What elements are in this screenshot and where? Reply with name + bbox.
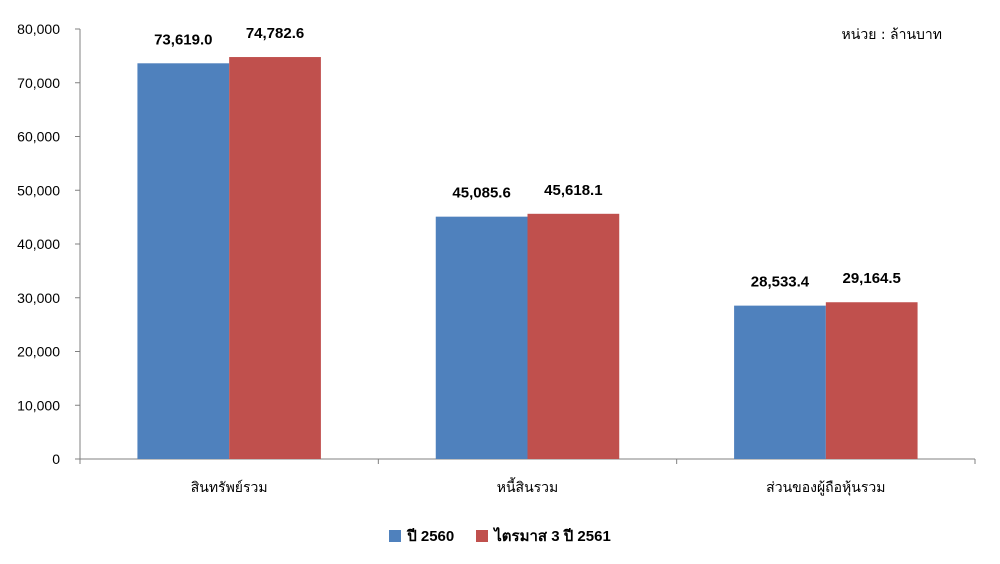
- x-category-label: สินทรัพย์รวม: [191, 479, 268, 496]
- bar-series-2: [229, 57, 321, 460]
- y-tick-label: 20,000: [17, 344, 60, 360]
- data-label-series-2: 29,164.5: [843, 270, 901, 287]
- legend: ปี 2560 ไตรมาส 3 ปี 2561: [0, 524, 1000, 548]
- x-category-label: ส่วนของผู้ถือหุ้นรวม: [766, 480, 885, 496]
- bar-series-1: [734, 305, 826, 459]
- legend-swatch-series-2: [476, 530, 489, 542]
- data-label-series-1: 45,085.6: [452, 185, 510, 202]
- unit-note: หน่วย : ล้านบาท: [841, 27, 942, 43]
- legend-item-series-2: ไตรมาส 3 ปี 2561: [476, 524, 611, 548]
- bars: [137, 57, 918, 460]
- legend-swatch-series-1: [389, 530, 402, 542]
- y-tick-label: 80,000: [17, 21, 60, 37]
- y-tick-label: 0: [52, 451, 60, 467]
- y-tick-label: 10,000: [17, 397, 60, 413]
- legend-item-series-1: ปี 2560: [389, 524, 454, 548]
- data-labels: 73,619.0 74,782.6 45,085.6 45,618.1 28,533.4…: [154, 25, 901, 291]
- bar-series-1: [137, 63, 230, 459]
- bar-series-1: [435, 216, 528, 459]
- data-label-series-2: 74,782.6: [246, 25, 304, 42]
- legend-label-series-1: ปี 2560: [407, 528, 455, 545]
- legend-label-series-2: ไตรมาส 3 ปี 2561: [494, 528, 611, 545]
- bar-series-2: [825, 302, 918, 459]
- bar-series-2: [527, 213, 620, 459]
- axes: 0 10,000 20,000 30,000 40,000 50,000 60,000 70,…: [17, 21, 976, 496]
- y-tick-label: 60,000: [17, 129, 60, 145]
- data-label-series-1: 73,619.0: [154, 31, 212, 48]
- y-tick-label: 30,000: [17, 290, 60, 306]
- y-tick-label: 70,000: [17, 75, 60, 91]
- y-tick-label: 50,000: [17, 182, 60, 198]
- x-category-label: หนี้สินรวม: [497, 477, 559, 496]
- y-tick-label: 40,000: [17, 236, 60, 252]
- data-label-series-1: 28,533.4: [751, 274, 810, 291]
- data-label-series-2: 45,618.1: [544, 182, 602, 199]
